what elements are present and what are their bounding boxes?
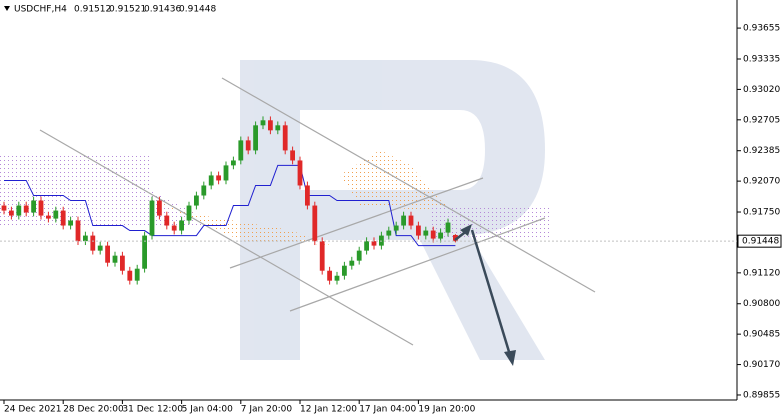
candle-body bbox=[90, 235, 96, 251]
candle-body bbox=[430, 230, 436, 239]
candle-body bbox=[268, 120, 273, 131]
y-tick-label: 0.93020 bbox=[743, 85, 780, 95]
candle-body bbox=[194, 195, 199, 206]
candle-body bbox=[53, 210, 59, 219]
candle-body bbox=[438, 232, 443, 239]
candle-body bbox=[401, 215, 406, 226]
candle-body bbox=[423, 230, 429, 236]
candle-body bbox=[1, 205, 7, 211]
x-tick-label: 19 Jan 20:00 bbox=[418, 405, 475, 415]
candle-body bbox=[23, 205, 29, 213]
candle-body bbox=[105, 245, 110, 263]
candle-body bbox=[208, 175, 214, 186]
candle-body bbox=[201, 185, 207, 196]
candle-body bbox=[46, 215, 51, 219]
y-tick-label: 0.91120 bbox=[743, 268, 780, 278]
header-low: 0.91436 bbox=[144, 5, 181, 15]
candle-body bbox=[231, 160, 236, 166]
candle-body bbox=[97, 245, 103, 251]
y-tick-label: 0.90800 bbox=[743, 299, 780, 309]
candle-body bbox=[171, 225, 177, 231]
price-label-box bbox=[737, 234, 782, 248]
header-close: 0.91448 bbox=[179, 5, 216, 15]
candle-body bbox=[179, 220, 184, 231]
x-tick-label: 5 Jan 04:00 bbox=[182, 405, 234, 415]
candle-body bbox=[60, 210, 66, 226]
candle-body bbox=[223, 165, 229, 181]
candle-body bbox=[127, 270, 133, 281]
candle-body bbox=[371, 241, 377, 246]
candle-body bbox=[134, 268, 140, 281]
candle-body bbox=[16, 205, 22, 216]
candle-body bbox=[164, 215, 170, 226]
y-tick-label: 0.93655 bbox=[743, 24, 780, 34]
candle-body bbox=[142, 235, 147, 269]
candle-body bbox=[453, 234, 458, 242]
candle-body bbox=[282, 125, 288, 151]
candle-body bbox=[9, 210, 14, 216]
candle-body bbox=[297, 160, 303, 186]
x-tick-label: 31 Dec 12:00 bbox=[122, 405, 183, 415]
candle-body bbox=[327, 270, 332, 281]
x-tick-label: 28 Dec 20:00 bbox=[63, 405, 124, 415]
candle-body bbox=[216, 175, 221, 181]
cloud bbox=[0, 150, 550, 245]
x-tick-label: 24 Dec 2021 bbox=[4, 405, 62, 415]
candle-body bbox=[253, 125, 258, 151]
candle-body bbox=[334, 275, 340, 281]
candle-body bbox=[290, 150, 295, 161]
x-tick-label: 12 Jan 12:00 bbox=[300, 405, 357, 415]
trend-lines bbox=[39, 77, 596, 346]
candle-body bbox=[319, 241, 325, 271]
candle-body bbox=[238, 140, 244, 161]
x-tick-label: 17 Jan 04:00 bbox=[359, 405, 416, 415]
candle-body bbox=[112, 255, 118, 263]
candle-body bbox=[83, 235, 88, 242]
header-open: 0.91512 bbox=[74, 5, 111, 15]
candle-body bbox=[312, 205, 318, 242]
indicator-line bbox=[4, 164, 456, 247]
candle-body bbox=[75, 220, 81, 242]
menu-icon[interactable] bbox=[4, 6, 10, 11]
candle-body bbox=[305, 185, 310, 206]
candle-body bbox=[364, 241, 369, 251]
y-tick-label: 0.92705 bbox=[743, 115, 780, 125]
candle-body bbox=[260, 120, 266, 126]
candle-body bbox=[445, 222, 451, 233]
y-tick-label: 0.91750 bbox=[743, 208, 780, 218]
candle-body bbox=[120, 255, 125, 271]
candle-body bbox=[186, 205, 192, 221]
candle-body bbox=[386, 230, 392, 236]
symbol: USDCHF,H4 bbox=[14, 5, 67, 15]
y-tick-label: 0.92385 bbox=[743, 146, 780, 156]
header-high: 0.91521 bbox=[109, 5, 146, 15]
candle-body bbox=[393, 225, 399, 231]
candle-body bbox=[149, 200, 155, 236]
candle-body bbox=[356, 250, 362, 261]
candle-body bbox=[68, 220, 73, 226]
y-tick-label: 0.89855 bbox=[743, 390, 780, 400]
candle-body bbox=[31, 200, 36, 213]
candle-body bbox=[157, 200, 162, 216]
candle-body bbox=[416, 225, 421, 236]
forecast-arrow bbox=[454, 224, 516, 366]
candle-body bbox=[245, 140, 251, 151]
y-tick-label: 0.93335 bbox=[743, 54, 780, 64]
candle-body bbox=[408, 215, 414, 226]
y-tick-label: 0.92070 bbox=[743, 177, 780, 187]
candle-body bbox=[342, 265, 347, 276]
y-tick-label: 0.90485 bbox=[743, 330, 780, 340]
candle-body bbox=[38, 200, 44, 216]
price-label: 0.91448 bbox=[742, 237, 779, 247]
candle-body bbox=[379, 235, 384, 246]
y-tick-label: 0.90170 bbox=[743, 360, 780, 370]
candle-body bbox=[349, 260, 355, 266]
candle-body bbox=[275, 125, 281, 131]
x-tick-label: 7 Jan 20:00 bbox=[241, 405, 293, 415]
